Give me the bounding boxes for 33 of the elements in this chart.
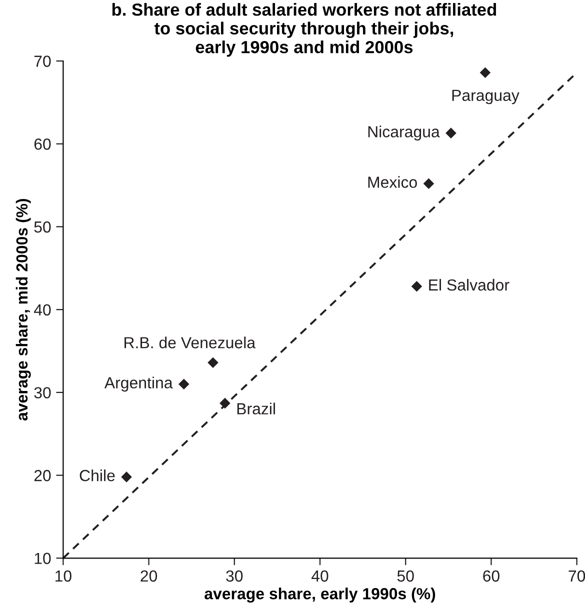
y-tick-label: 20 [34, 470, 51, 482]
series-label: El Salvador [429, 278, 510, 291]
y-tick-label: 30 [34, 387, 51, 398]
series-label: Chile [80, 470, 115, 482]
series-label: Argentina [104, 376, 173, 392]
point [121, 472, 132, 482]
y-axis-title: average share, mid 2000s (%) [16, 198, 31, 421]
series-label: Mexico [368, 176, 417, 188]
x-tick-label: 70 [568, 570, 585, 582]
point [480, 67, 490, 78]
point [208, 357, 218, 368]
series-label: R.B. de Venezuela [124, 336, 256, 348]
x-tick-label: 30 [226, 570, 243, 582]
chart-title: b. Share of adult salaried workers not affiliated to social security through their jobs, early 1990s and mid 2000s [112, 3, 496, 57]
y-tick-label: 40 [34, 304, 51, 316]
point [220, 398, 230, 408]
series-label: Brazil [237, 402, 275, 414]
y-tick-label: 10 [34, 552, 51, 564]
x-tick-label: 10 [56, 570, 72, 582]
y-tick-label: 70 [34, 56, 51, 67]
series-label: Nicaragua [368, 126, 440, 141]
point [412, 281, 422, 292]
point [446, 128, 456, 138]
x-axis-title: average share, early 1990s (%) [204, 588, 436, 603]
x-tick-label: 40 [311, 570, 328, 582]
point [424, 178, 434, 189]
x-tick-label: 50 [397, 570, 414, 582]
y-tick-label: 60 [34, 138, 51, 150]
point [178, 379, 189, 390]
x-tick-label: 20 [140, 570, 158, 582]
y-tick-label: 50 [34, 221, 51, 233]
x-tick-label: 60 [483, 570, 500, 582]
series-label: Paraguay [452, 90, 520, 104]
